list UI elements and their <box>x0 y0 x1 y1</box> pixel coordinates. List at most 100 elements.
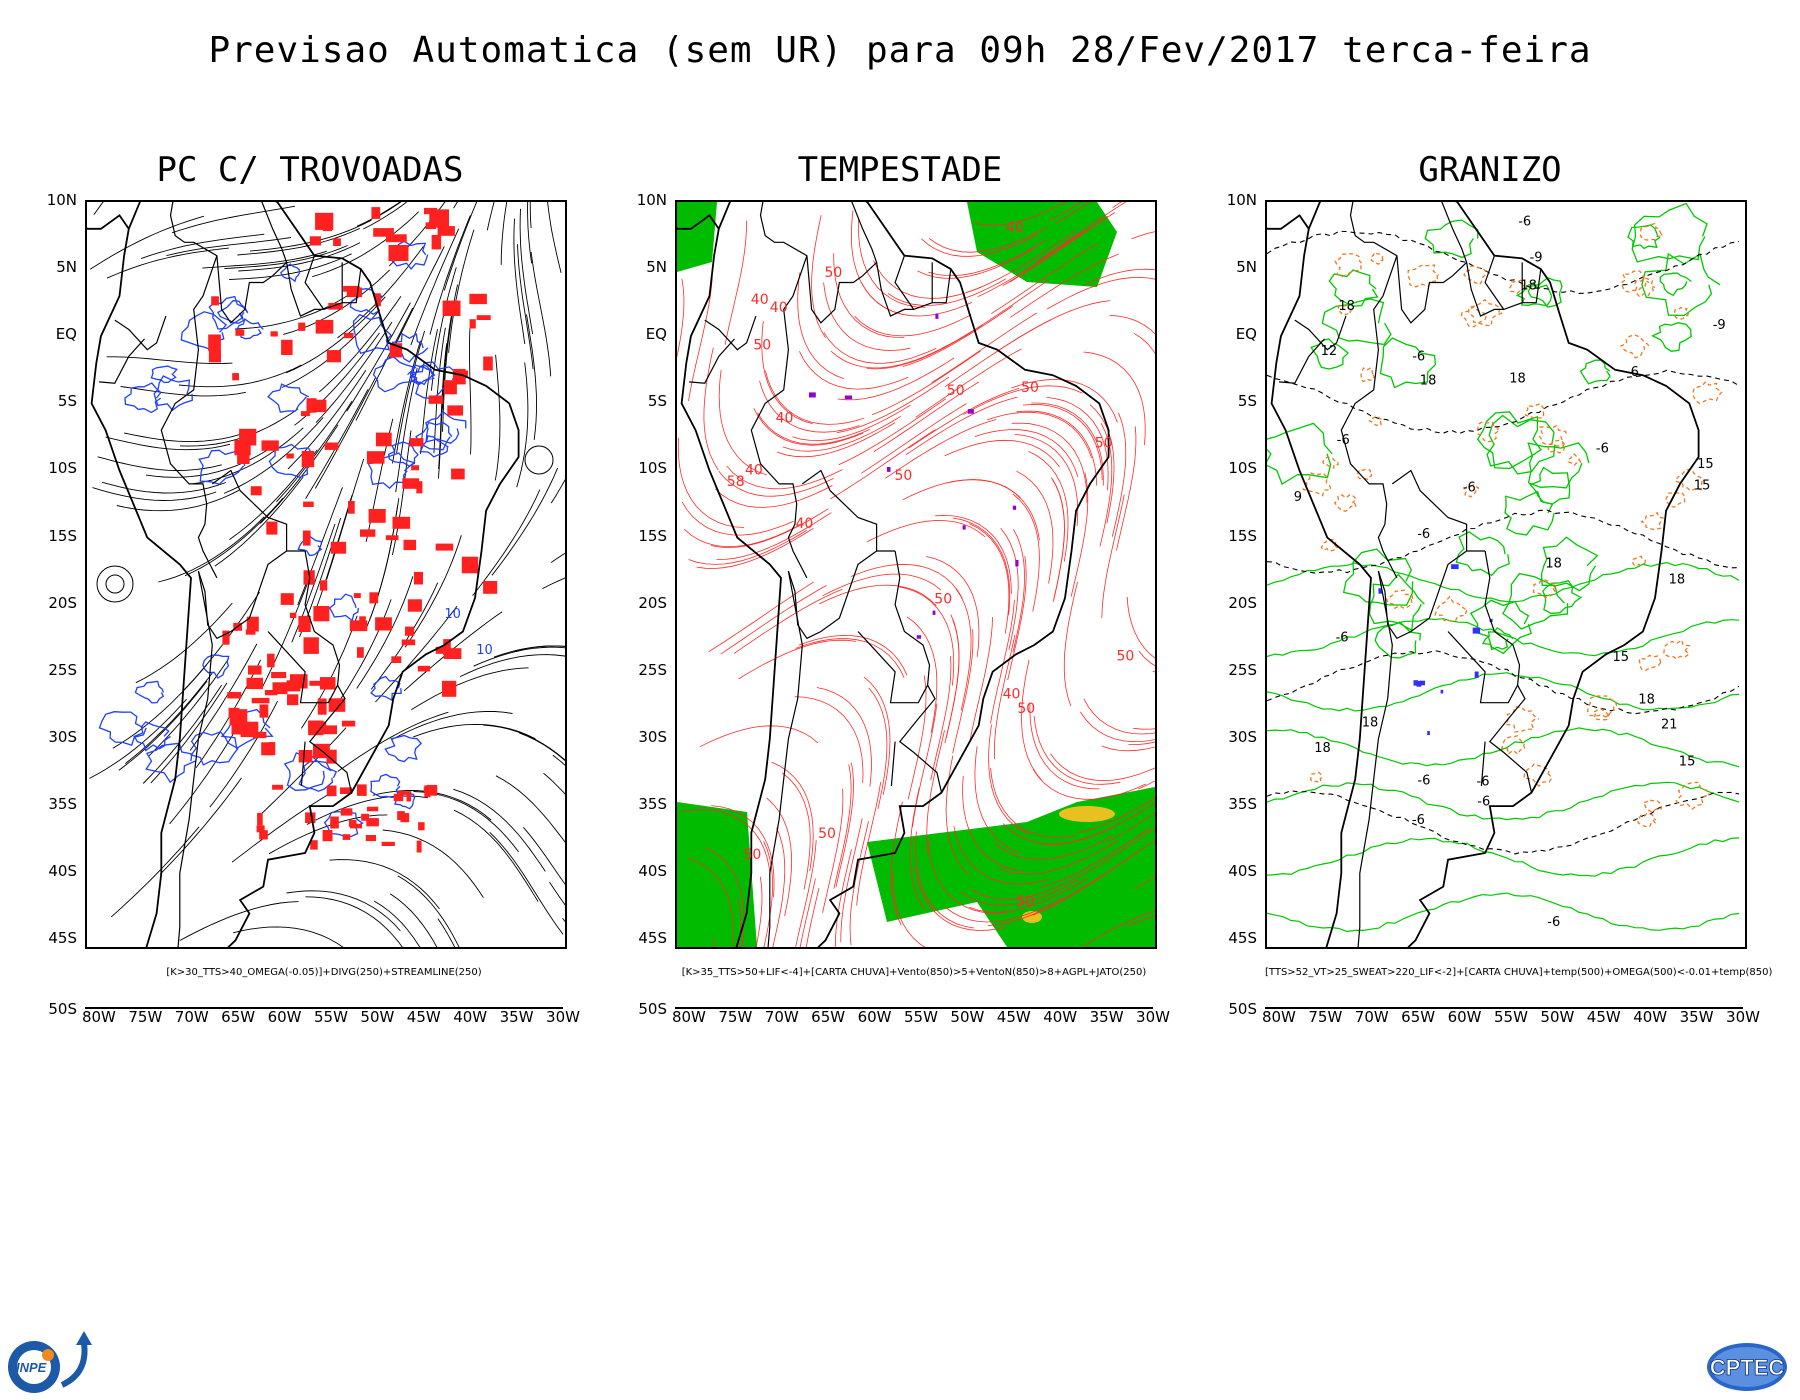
thunderstorm-area <box>388 245 409 261</box>
longitude-label: 70W <box>1354 1008 1389 1026</box>
temperature-label: -6 <box>1518 215 1531 230</box>
streamline <box>379 202 402 216</box>
thunderstorm-area <box>250 486 262 496</box>
omega-contour <box>1476 421 1499 443</box>
temp850-contour <box>1540 536 1599 592</box>
isotach-streamline <box>724 220 747 345</box>
isotach-streamline <box>795 638 905 678</box>
isotach-streamline <box>830 429 936 500</box>
divergence-contour <box>133 721 171 752</box>
isotach-label: 40 <box>776 411 794 427</box>
latitude-label: 20S <box>638 593 667 612</box>
isotach-label: 50 <box>818 826 836 842</box>
isotach-streamline <box>854 314 972 337</box>
streamline <box>469 328 472 455</box>
streamline <box>494 354 501 481</box>
streamline <box>112 664 207 749</box>
isotach-streamline <box>1000 528 1019 650</box>
longitude-label: 45W <box>406 1008 441 1026</box>
temperature-label: -6 <box>1417 527 1430 542</box>
divergence-contour <box>297 535 323 557</box>
thunderstorm-area <box>348 501 355 514</box>
thunderstorm-area <box>411 465 419 471</box>
streamline <box>305 896 403 947</box>
thunderstorm-area <box>303 637 319 654</box>
isotach-streamline <box>1031 402 1104 486</box>
streamline <box>261 571 313 688</box>
streamline <box>140 233 265 260</box>
streamline <box>346 302 411 412</box>
storm-marker <box>809 392 816 398</box>
isotach-streamline <box>822 788 844 913</box>
streamline <box>286 890 401 932</box>
omega-contour <box>1370 251 1384 265</box>
isotach-streamline <box>1089 404 1115 524</box>
isotach-streamline <box>688 277 713 401</box>
central-america-coastline <box>677 214 720 230</box>
thunderstorm-area <box>280 593 294 605</box>
streamline <box>483 724 565 761</box>
hail-marker <box>1451 564 1459 570</box>
streamline <box>237 227 360 256</box>
streamline <box>231 790 336 863</box>
streamline <box>453 809 539 902</box>
isotach-streamline <box>726 465 843 490</box>
isotach-streamline <box>873 381 980 452</box>
latitude-label: 40S <box>48 862 77 881</box>
south-america-coastline <box>680 202 1110 947</box>
thunderstorm-area <box>256 825 265 833</box>
streamline <box>472 489 541 596</box>
streamline <box>550 479 565 504</box>
isotach-streamline <box>908 387 1020 449</box>
omega-contour <box>1674 468 1705 492</box>
thunderstorm-area <box>391 656 402 663</box>
latitude-label: 25S <box>48 660 77 679</box>
country-border <box>286 262 324 317</box>
isotach-streamline <box>840 818 863 943</box>
isotach-streamline <box>710 508 829 548</box>
thunderstorm-area <box>443 380 457 395</box>
thunderstorm-area <box>328 698 346 712</box>
streamline <box>516 362 529 488</box>
map-canvas: -6 15 -6 18 -6 -6 -6 -6 18 18 -6 -6 -6 -6 18 18 18 -6 21 -6… <box>1267 202 1740 947</box>
streamline <box>529 202 532 229</box>
isotach-label: 40 <box>745 462 763 478</box>
isotach-streamline <box>969 616 993 741</box>
hail-marker <box>1427 731 1430 736</box>
streamline <box>547 202 562 274</box>
isotach-streamline <box>1055 202 1091 224</box>
omega-contour <box>1333 493 1358 512</box>
isotach-streamline <box>906 616 938 733</box>
divergence-contour <box>124 382 162 414</box>
isotach-streamline <box>705 847 745 947</box>
longitude-label: 50W <box>950 1008 985 1026</box>
streamline <box>363 202 408 230</box>
longitude-label: 60W <box>1447 1008 1482 1026</box>
streamline <box>411 667 529 711</box>
isotach-streamline <box>1070 472 1089 597</box>
latitude-label: 40S <box>1228 862 1257 881</box>
longitude-label: 75W <box>128 1008 163 1026</box>
latitude-label: 10S <box>1228 459 1257 478</box>
streamline <box>404 535 462 648</box>
isotach-streamline <box>794 696 864 784</box>
isotach-streamline <box>944 439 1060 468</box>
country-border <box>300 741 306 786</box>
divergence-contour <box>198 449 246 486</box>
latitude-label: 5N <box>1236 258 1257 277</box>
latitude-label: 5N <box>56 258 77 277</box>
thunderstorm-area <box>245 629 256 635</box>
isotach-streamline <box>902 479 1021 501</box>
isotach-label: 50 <box>1117 648 1135 664</box>
omega-contour <box>1586 695 1618 718</box>
streamline <box>92 487 217 501</box>
isotach-streamline <box>963 385 1083 416</box>
country-border <box>857 550 931 704</box>
isotach-streamline <box>945 755 970 876</box>
streamline <box>413 791 519 853</box>
isotach-streamline <box>1063 581 1078 707</box>
panel-title: GRANIZO <box>1418 150 1562 190</box>
thunderstorm-area <box>375 617 392 631</box>
streamline <box>517 244 534 370</box>
